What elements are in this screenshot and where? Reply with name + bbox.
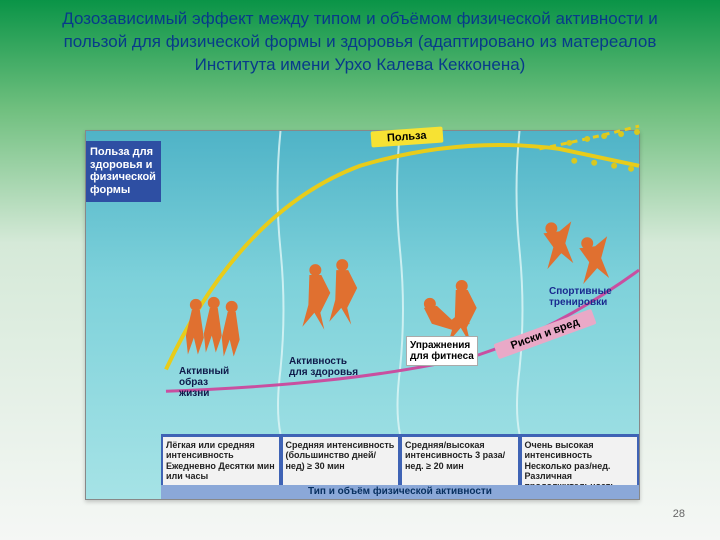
intensity-cell-4: Очень высокая интенсивность Несколько ра… [522, 437, 638, 485]
x-axis-label: Тип и объём физической активности [161, 485, 639, 499]
intensity-cell-2: Средняя интенсивность (большинство дней/… [283, 437, 399, 485]
y-axis-label: Польза для здоровья и физической формы [86, 141, 161, 202]
intensity-cell-1: Лёгкая или средняя интенсивность Ежеднев… [163, 437, 279, 485]
activity-label-lifestyle: Активный образ жизни [179, 366, 239, 399]
dose-response-chart: Польза для здоровья и физической формы [85, 130, 640, 500]
activity-label-sport: Спортивные тренировки [549, 286, 619, 308]
activity-label-health: Активность для здоровья [289, 356, 359, 378]
page-number: 28 [673, 508, 685, 520]
slide-title: Дозозависимый эффект между типом и объём… [0, 0, 720, 81]
chart-plot-area: Польза Риски и вред Активный образ жизни… [161, 131, 639, 434]
intensity-cell-3: Средняя/высокая интенсивность 3 раза/нед… [402, 437, 518, 485]
activity-label-fitness: Упражнения для фитнеса [406, 336, 478, 366]
